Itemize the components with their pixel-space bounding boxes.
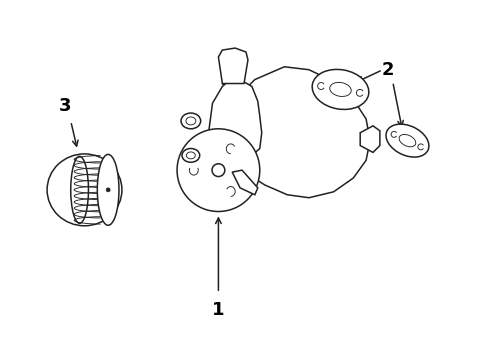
- Ellipse shape: [312, 69, 369, 109]
- Polygon shape: [209, 80, 262, 160]
- Text: 2: 2: [382, 61, 394, 79]
- Text: 3: 3: [59, 97, 71, 115]
- Ellipse shape: [71, 156, 89, 223]
- Ellipse shape: [98, 154, 119, 225]
- Ellipse shape: [181, 113, 201, 129]
- Ellipse shape: [106, 188, 110, 192]
- Ellipse shape: [177, 129, 260, 212]
- Ellipse shape: [386, 124, 429, 157]
- Polygon shape: [219, 48, 248, 84]
- Text: 1: 1: [212, 301, 225, 319]
- Ellipse shape: [182, 148, 200, 162]
- Polygon shape: [219, 67, 370, 198]
- Polygon shape: [232, 170, 258, 195]
- Polygon shape: [360, 126, 380, 152]
